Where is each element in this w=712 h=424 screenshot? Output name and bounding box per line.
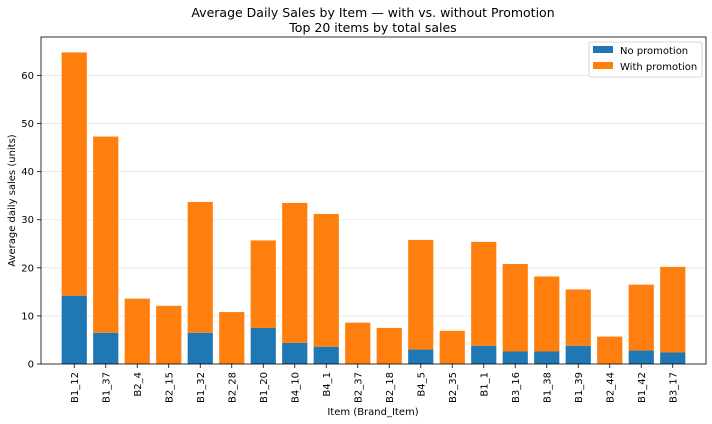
y-tick-label: 0	[28, 360, 34, 371]
x-tick-label: B2_15	[164, 372, 175, 403]
x-tick-label: B3_17	[668, 372, 679, 403]
y-axis-label: Average daily sales (units)	[7, 134, 18, 267]
bar-b1-38-no-promotion	[534, 351, 560, 364]
y-tick-label: 20	[21, 263, 34, 274]
chart-title: Average Daily Sales by Item — with vs. w…	[191, 5, 554, 20]
x-tick-label: B3_16	[511, 372, 522, 403]
x-tick-label: B2_44	[605, 372, 616, 403]
x-tick-label: B2_37	[353, 372, 364, 403]
bar-b1-42-no-promotion	[628, 350, 654, 364]
x-axis: B1_12 B1_37 B2_4 B2_15 B1_32 B2_28 B1_20 B4_10 B…	[70, 364, 679, 403]
bar-b1-37-with-promotion	[93, 136, 119, 333]
bar-b2-44-with-promotion	[597, 336, 623, 364]
bars	[61, 52, 686, 364]
bar-b2-15-with-promotion	[156, 305, 182, 364]
x-tick-label: B4_5	[416, 372, 427, 397]
bar-b4-10-with-promotion	[282, 202, 308, 343]
x-tick-label: B2_28	[227, 372, 238, 403]
x-tick-label: B1_20	[259, 372, 270, 403]
x-tick-label: B4_1	[322, 372, 333, 397]
bar-b3-16-no-promotion	[502, 351, 528, 364]
bar-b2-28-with-promotion	[219, 312, 245, 364]
y-tick-label: 50	[21, 119, 34, 130]
bar-b1-37-no-promotion	[93, 332, 119, 364]
bar-b2-35-with-promotion	[439, 330, 465, 364]
x-axis-label: Item (Brand_Item)	[327, 407, 418, 418]
legend-frame	[588, 41, 703, 78]
bar-b1-38-with-promotion	[534, 276, 560, 352]
y-axis: 0 10 20 30 40 50 60	[21, 71, 41, 371]
plot-area-frame	[40, 36, 707, 365]
bar-b1-20-no-promotion	[250, 327, 276, 364]
bar-b4-1-no-promotion	[313, 346, 339, 364]
legend-label-with-promotion: With promotion	[620, 62, 697, 73]
bar-b4-5-with-promotion	[408, 239, 434, 350]
bar-b1-32-with-promotion	[187, 201, 213, 333]
x-tick-label: B1_32	[196, 372, 207, 403]
bar-b1-1-no-promotion	[471, 345, 497, 364]
bar-b1-1-with-promotion	[471, 241, 497, 346]
bar-b1-20-with-promotion	[250, 240, 276, 328]
legend-swatch-no-promotion	[593, 46, 613, 53]
x-tick-label: B4_10	[290, 372, 301, 403]
x-tick-label: B1_38	[542, 372, 553, 403]
y-tick-label: 60	[21, 71, 34, 82]
x-tick-label: B1_39	[574, 372, 585, 403]
bar-b4-1-with-promotion	[313, 213, 339, 347]
legend-swatch-with-promotion	[593, 62, 613, 69]
y-tick-label: 10	[21, 311, 34, 322]
bar-b3-17-with-promotion	[660, 266, 686, 353]
x-tick-label: B2_18	[385, 372, 396, 403]
bar-b2-4-with-promotion	[124, 298, 150, 364]
x-tick-label: B1_42	[637, 372, 648, 403]
x-tick-label: B1_12	[70, 372, 81, 403]
x-tick-label: B1_1	[479, 372, 490, 397]
y-tick-label: 30	[21, 215, 34, 226]
bar-b2-37-with-promotion	[345, 322, 371, 364]
bar-b1-32-no-promotion	[187, 332, 213, 364]
bar-b1-12-no-promotion	[61, 295, 87, 364]
bar-b1-42-with-promotion	[628, 284, 654, 351]
legend-label-no-promotion: No promotion	[620, 46, 688, 57]
bar-b3-17-no-promotion	[660, 352, 686, 364]
x-tick-label: B2_35	[448, 372, 459, 403]
bar-b3-16-with-promotion	[502, 263, 528, 352]
x-tick-label: B1_37	[101, 372, 112, 403]
x-tick-label: B2_4	[133, 372, 144, 397]
legend: No promotion With promotion	[588, 41, 703, 78]
bar-b4-10-no-promotion	[282, 342, 308, 364]
bar-b4-5-no-promotion	[408, 349, 434, 364]
bar-b1-39-with-promotion	[565, 289, 591, 346]
y-tick-label: 40	[21, 167, 34, 178]
bar-b1-12-with-promotion	[61, 52, 87, 296]
chart-subtitle: Top 20 items by total sales	[288, 20, 456, 35]
bar-b2-18-with-promotion	[376, 327, 402, 364]
bar-b1-39-no-promotion	[565, 345, 591, 364]
